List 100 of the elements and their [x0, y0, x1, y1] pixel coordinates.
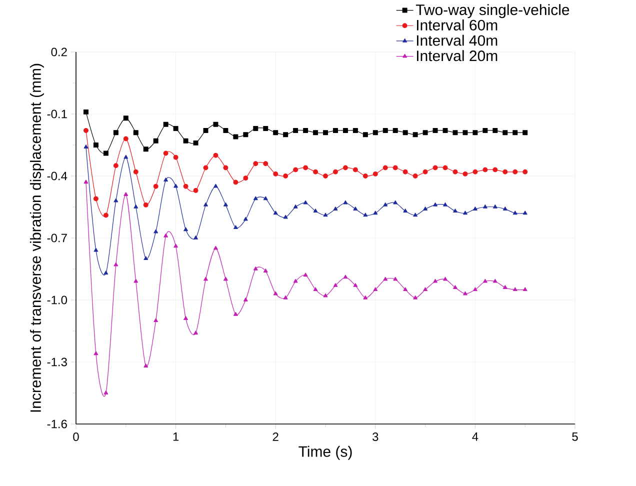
point — [313, 287, 318, 292]
point — [492, 167, 498, 172]
point — [403, 208, 408, 213]
point — [413, 295, 418, 300]
point — [413, 212, 418, 217]
point — [433, 278, 438, 283]
point — [113, 163, 118, 168]
y-tick-label: -0.7 — [47, 234, 67, 242]
point — [492, 204, 498, 208]
point — [103, 212, 108, 218]
point — [343, 200, 348, 204]
point — [143, 202, 148, 208]
y-tick-label: -0.1 — [47, 110, 67, 118]
point — [253, 266, 258, 270]
point — [124, 192, 128, 196]
x-tick-label: 0 — [73, 432, 79, 442]
point — [104, 270, 108, 275]
point — [383, 276, 388, 281]
point — [422, 169, 428, 174]
point — [104, 390, 108, 394]
point — [502, 206, 508, 210]
point — [194, 236, 198, 240]
point — [84, 180, 88, 184]
point — [283, 132, 288, 138]
point — [174, 244, 178, 248]
point — [393, 276, 398, 281]
point — [263, 161, 268, 166]
point — [293, 128, 298, 134]
point — [352, 128, 358, 134]
point — [382, 128, 388, 134]
point — [452, 169, 458, 174]
point — [93, 142, 98, 148]
point — [154, 318, 158, 322]
point — [134, 278, 138, 283]
point — [502, 169, 508, 174]
x-tick-label: 4 — [472, 432, 478, 441]
y-tick-label: -0.4 — [47, 172, 68, 180]
point — [204, 276, 208, 281]
point — [443, 202, 448, 206]
point — [263, 196, 268, 200]
point — [432, 128, 438, 134]
point — [442, 128, 448, 134]
point — [462, 171, 468, 176]
y-tick-label: -1.6 — [47, 420, 67, 428]
point — [352, 167, 358, 172]
y-tick-label: -1.0 — [47, 296, 68, 304]
point — [243, 132, 248, 138]
point — [164, 178, 168, 182]
point — [133, 169, 138, 174]
y-tick-label: 0.2 — [51, 48, 67, 56]
point — [183, 138, 188, 144]
point — [342, 165, 348, 170]
point — [103, 150, 108, 156]
point — [203, 165, 208, 170]
point — [323, 174, 328, 178]
point — [273, 171, 278, 176]
point — [432, 165, 438, 170]
point — [144, 364, 148, 368]
point — [173, 126, 178, 131]
point — [472, 130, 478, 136]
legend-label: Interval 40m — [416, 34, 498, 46]
point — [204, 202, 208, 206]
point — [333, 206, 338, 210]
point — [363, 212, 368, 217]
point — [184, 227, 188, 232]
point — [83, 109, 88, 114]
point — [402, 130, 408, 136]
point — [342, 128, 348, 134]
point — [293, 167, 298, 172]
point — [184, 316, 188, 320]
point — [124, 154, 128, 159]
point — [303, 128, 308, 134]
point — [492, 278, 498, 283]
point — [113, 130, 118, 136]
point — [283, 174, 288, 178]
point — [402, 169, 408, 174]
x-tick-label: 1 — [173, 432, 179, 441]
point — [472, 169, 478, 174]
point — [502, 285, 508, 289]
point — [393, 200, 398, 204]
point — [522, 169, 528, 174]
point — [174, 184, 178, 188]
point — [193, 188, 198, 193]
point — [193, 140, 198, 146]
point — [412, 174, 418, 178]
point — [263, 126, 268, 131]
point — [323, 293, 328, 298]
point — [224, 202, 228, 206]
point — [94, 351, 98, 356]
legend-label: Interval 60m — [416, 19, 498, 30]
point — [482, 128, 488, 134]
point — [423, 206, 428, 210]
point — [462, 130, 468, 136]
point — [214, 246, 218, 250]
point — [313, 169, 318, 174]
x-axis-title: Time (s) — [298, 446, 352, 460]
point — [134, 204, 138, 208]
legend-label: Two-way single-vehicle — [416, 4, 570, 18]
point — [363, 295, 368, 300]
point — [114, 198, 118, 202]
